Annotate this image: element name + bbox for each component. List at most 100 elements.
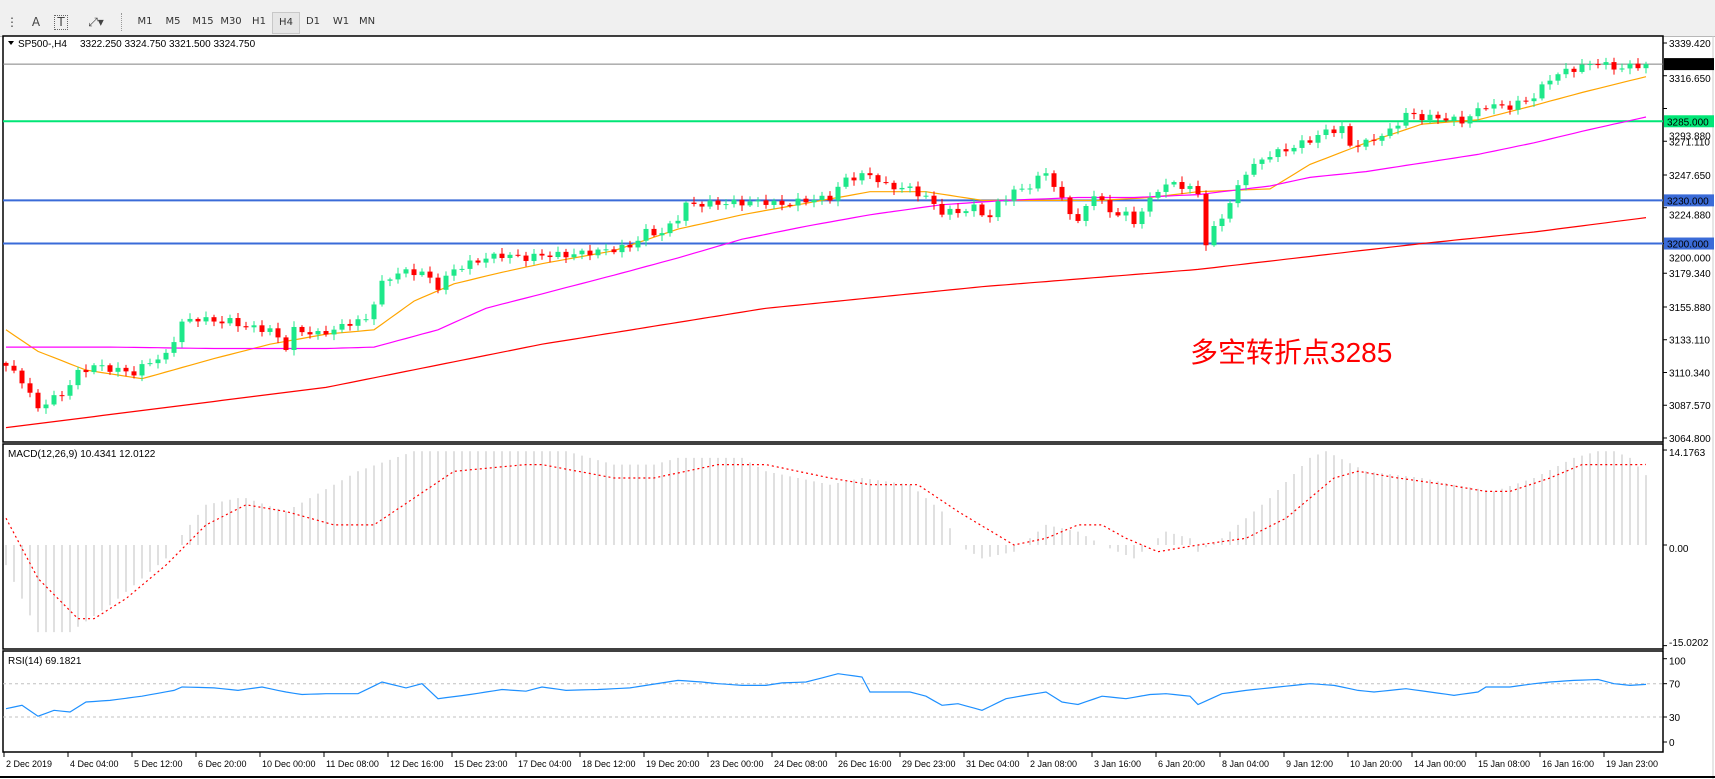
candle-body (1211, 226, 1217, 246)
candle-body (795, 198, 801, 206)
candle-body (571, 254, 577, 258)
candle-body (739, 199, 745, 206)
candle-body (595, 249, 601, 256)
candle-body (707, 200, 713, 207)
candle-body (555, 251, 561, 258)
price-tag (1664, 237, 1714, 250)
timeframe-m15-button[interactable]: M15 (192, 16, 214, 27)
candle-body (283, 337, 289, 351)
candle-body (939, 203, 945, 215)
candle-body (1467, 116, 1473, 124)
fibonacci-icon[interactable]: ⋮ (6, 15, 18, 29)
candle-body (171, 342, 177, 353)
timeframe-m5-button[interactable]: M5 (165, 16, 181, 27)
candle-body (843, 177, 849, 187)
candle-body (411, 269, 417, 276)
time-tick-label: 18 Dec 12:00 (582, 759, 636, 769)
timeframe-w1-button[interactable]: W1 (332, 16, 350, 27)
candle-body (1611, 62, 1617, 70)
candle-body (427, 271, 433, 278)
candle-body (691, 202, 697, 204)
chart-symbol-title: SP500-,H4 (18, 39, 67, 50)
candle-body (803, 198, 809, 203)
candle-body (611, 249, 617, 253)
macd-pane (2, 443, 1664, 650)
candle-body (1259, 159, 1265, 164)
candle-body (763, 200, 769, 205)
candles (3, 57, 1649, 414)
price-tag-label: 3200.000 (1667, 240, 1709, 251)
candle-body (635, 240, 641, 248)
timeframe-m1-button[interactable]: M1 (137, 16, 153, 27)
candle-body (1243, 174, 1249, 186)
candle-body (59, 395, 65, 397)
candle-body (1539, 84, 1545, 99)
macd-signal-line (5, 463, 1647, 620)
arrows-icon[interactable]: ⤢▾ (88, 15, 104, 29)
candle-body (1355, 145, 1361, 147)
candle-body (1387, 128, 1393, 136)
candle-body (875, 175, 881, 183)
candle-body (459, 268, 465, 270)
candle-body (299, 326, 305, 333)
candle-body (435, 277, 441, 290)
candle-body (1603, 62, 1609, 65)
text-icon[interactable]: A (31, 15, 41, 29)
candle-body (1643, 64, 1649, 69)
time-tick-label: 29 Dec 23:00 (902, 759, 956, 769)
price-tick-label: 3179.340 (1669, 269, 1711, 280)
candle-body (1347, 126, 1353, 146)
text-label-icon[interactable]: T (54, 15, 68, 30)
candle-body (1363, 139, 1369, 147)
candle-body (371, 304, 377, 320)
time-tick-label: 16 Jan 16:00 (1542, 759, 1594, 769)
timeframe-h4-button[interactable]: H4 (272, 12, 300, 34)
price-tick-label: 3316.650 (1669, 74, 1711, 85)
candle-body (251, 325, 257, 328)
candle-body (715, 200, 721, 205)
price-tick-label: 3110.340 (1669, 368, 1710, 379)
candle-body (1315, 134, 1321, 143)
rsi-tick-label: 30 (1669, 713, 1681, 724)
candle-body (1027, 188, 1033, 190)
candle-body (227, 318, 233, 324)
candle-body (395, 273, 401, 280)
candle-body (1507, 105, 1513, 110)
candle-body (259, 325, 265, 332)
timeframe-mn-button[interactable]: MN (358, 16, 376, 27)
candle-body (443, 275, 449, 290)
time-tick-label: 15 Dec 23:00 (454, 759, 508, 769)
candle-body (1195, 186, 1201, 195)
candle-body (1283, 149, 1289, 152)
timeframe-d1-button[interactable]: D1 (305, 16, 321, 27)
candle-body (1587, 64, 1593, 66)
timeframe-h1-button[interactable]: H1 (252, 16, 266, 27)
candle-body (363, 319, 369, 321)
candle-body (1219, 218, 1225, 227)
price-tick-label: 3224.880 (1669, 210, 1711, 221)
candle-body (915, 186, 921, 197)
candle-body (643, 228, 649, 241)
time-tick-label: 11 Dec 08:00 (326, 759, 379, 769)
candle-body (1595, 64, 1601, 66)
candle-body (835, 186, 841, 201)
candle-body (35, 392, 41, 409)
candle-body (203, 317, 209, 322)
candle-body (1411, 112, 1417, 115)
chart-toolbar: ⋮ A T ⤢▾ M1 M5 M15 M30 H1 H4 D1 W1 MN (0, 8, 1715, 37)
candle-body (819, 195, 825, 200)
candle-body (115, 367, 121, 372)
candle-body (1371, 139, 1377, 141)
candle-body (107, 365, 113, 372)
price-tag-label: 3230.000 (1667, 196, 1709, 207)
collapse-triangle-icon[interactable] (8, 41, 14, 45)
candle-body (1635, 63, 1641, 69)
candle-body (475, 260, 481, 263)
candle-body (139, 364, 145, 376)
candle-body (1331, 129, 1337, 134)
timeframe-m30-button[interactable]: M30 (220, 16, 242, 27)
candle-body (683, 202, 689, 221)
candle-body (187, 318, 193, 322)
candle-body (307, 332, 313, 335)
